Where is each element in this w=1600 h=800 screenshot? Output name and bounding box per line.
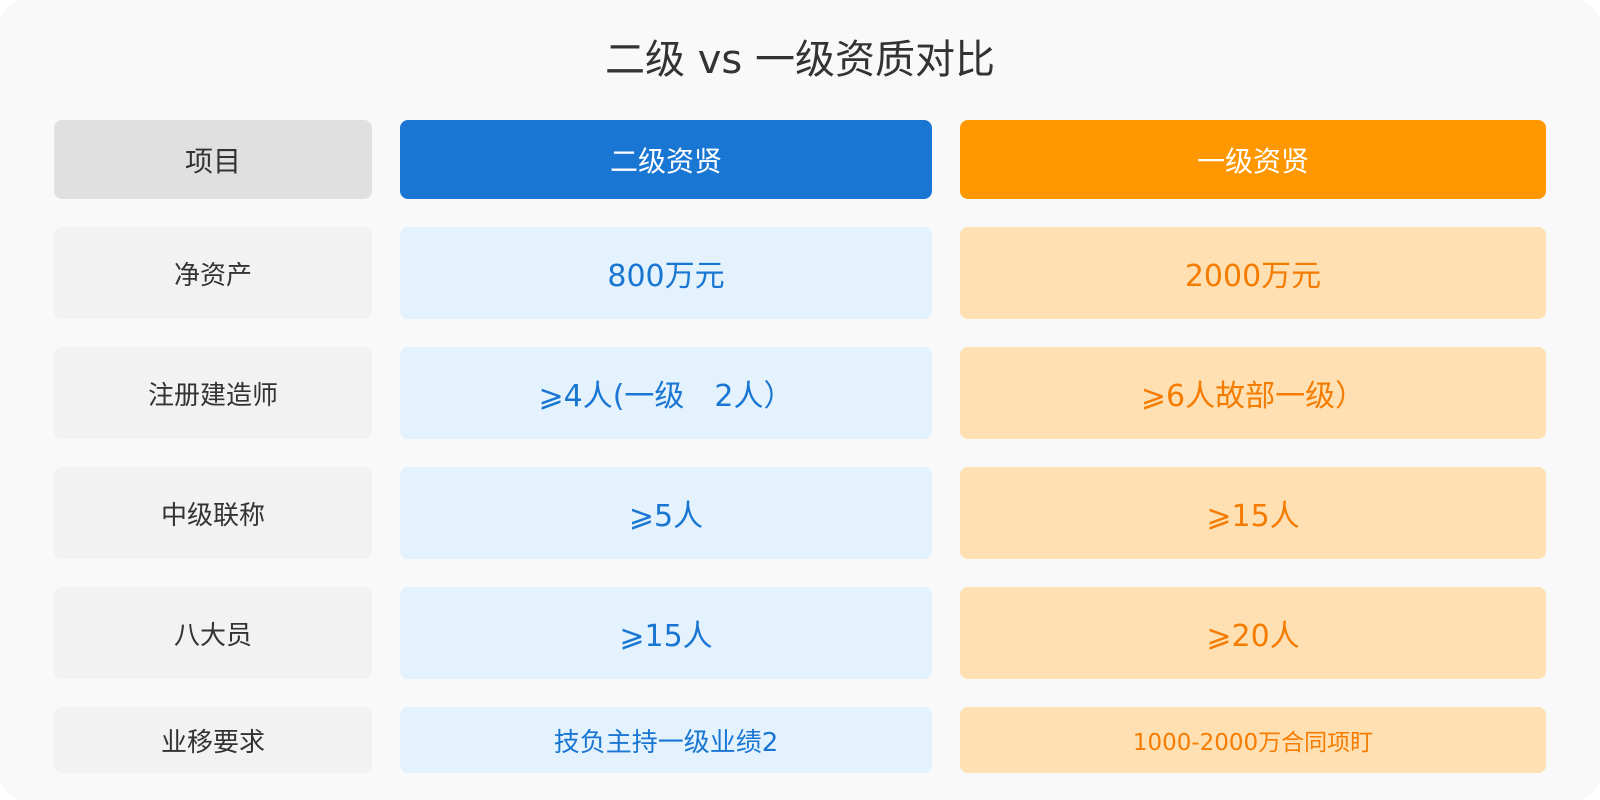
header-cell: 项目 xyxy=(54,120,372,199)
header-cell: 二级资贤 xyxy=(400,120,932,199)
value-cell: ⩾6人故部一级） xyxy=(960,347,1546,439)
value-cell: ⩾15人 xyxy=(960,467,1546,559)
row-label: 业移要求 xyxy=(54,707,372,773)
row-label: 净资产 xyxy=(54,227,372,319)
value-cell: ⩾20人 xyxy=(960,587,1546,679)
value-cell: 2000万元 xyxy=(960,227,1546,319)
value-cell: 1000-2000万合同项盯 xyxy=(960,707,1546,773)
title: 二级 vs 一级资质对比 xyxy=(605,37,995,83)
header-cell: 一级资贤 xyxy=(960,120,1546,199)
row-label: 中级联称 xyxy=(54,467,372,559)
row-label: 八大员 xyxy=(54,587,372,679)
value-cell: ⩾15人 xyxy=(400,587,932,679)
value-cell: ⩾5人 xyxy=(400,467,932,559)
row-label: 注册建造师 xyxy=(54,347,372,439)
value-cell: ⩾4人(一级 2人） xyxy=(400,347,932,439)
value-cell: 800万元 xyxy=(400,227,932,319)
value-cell: 技负主持一级业绩2 xyxy=(400,707,932,773)
